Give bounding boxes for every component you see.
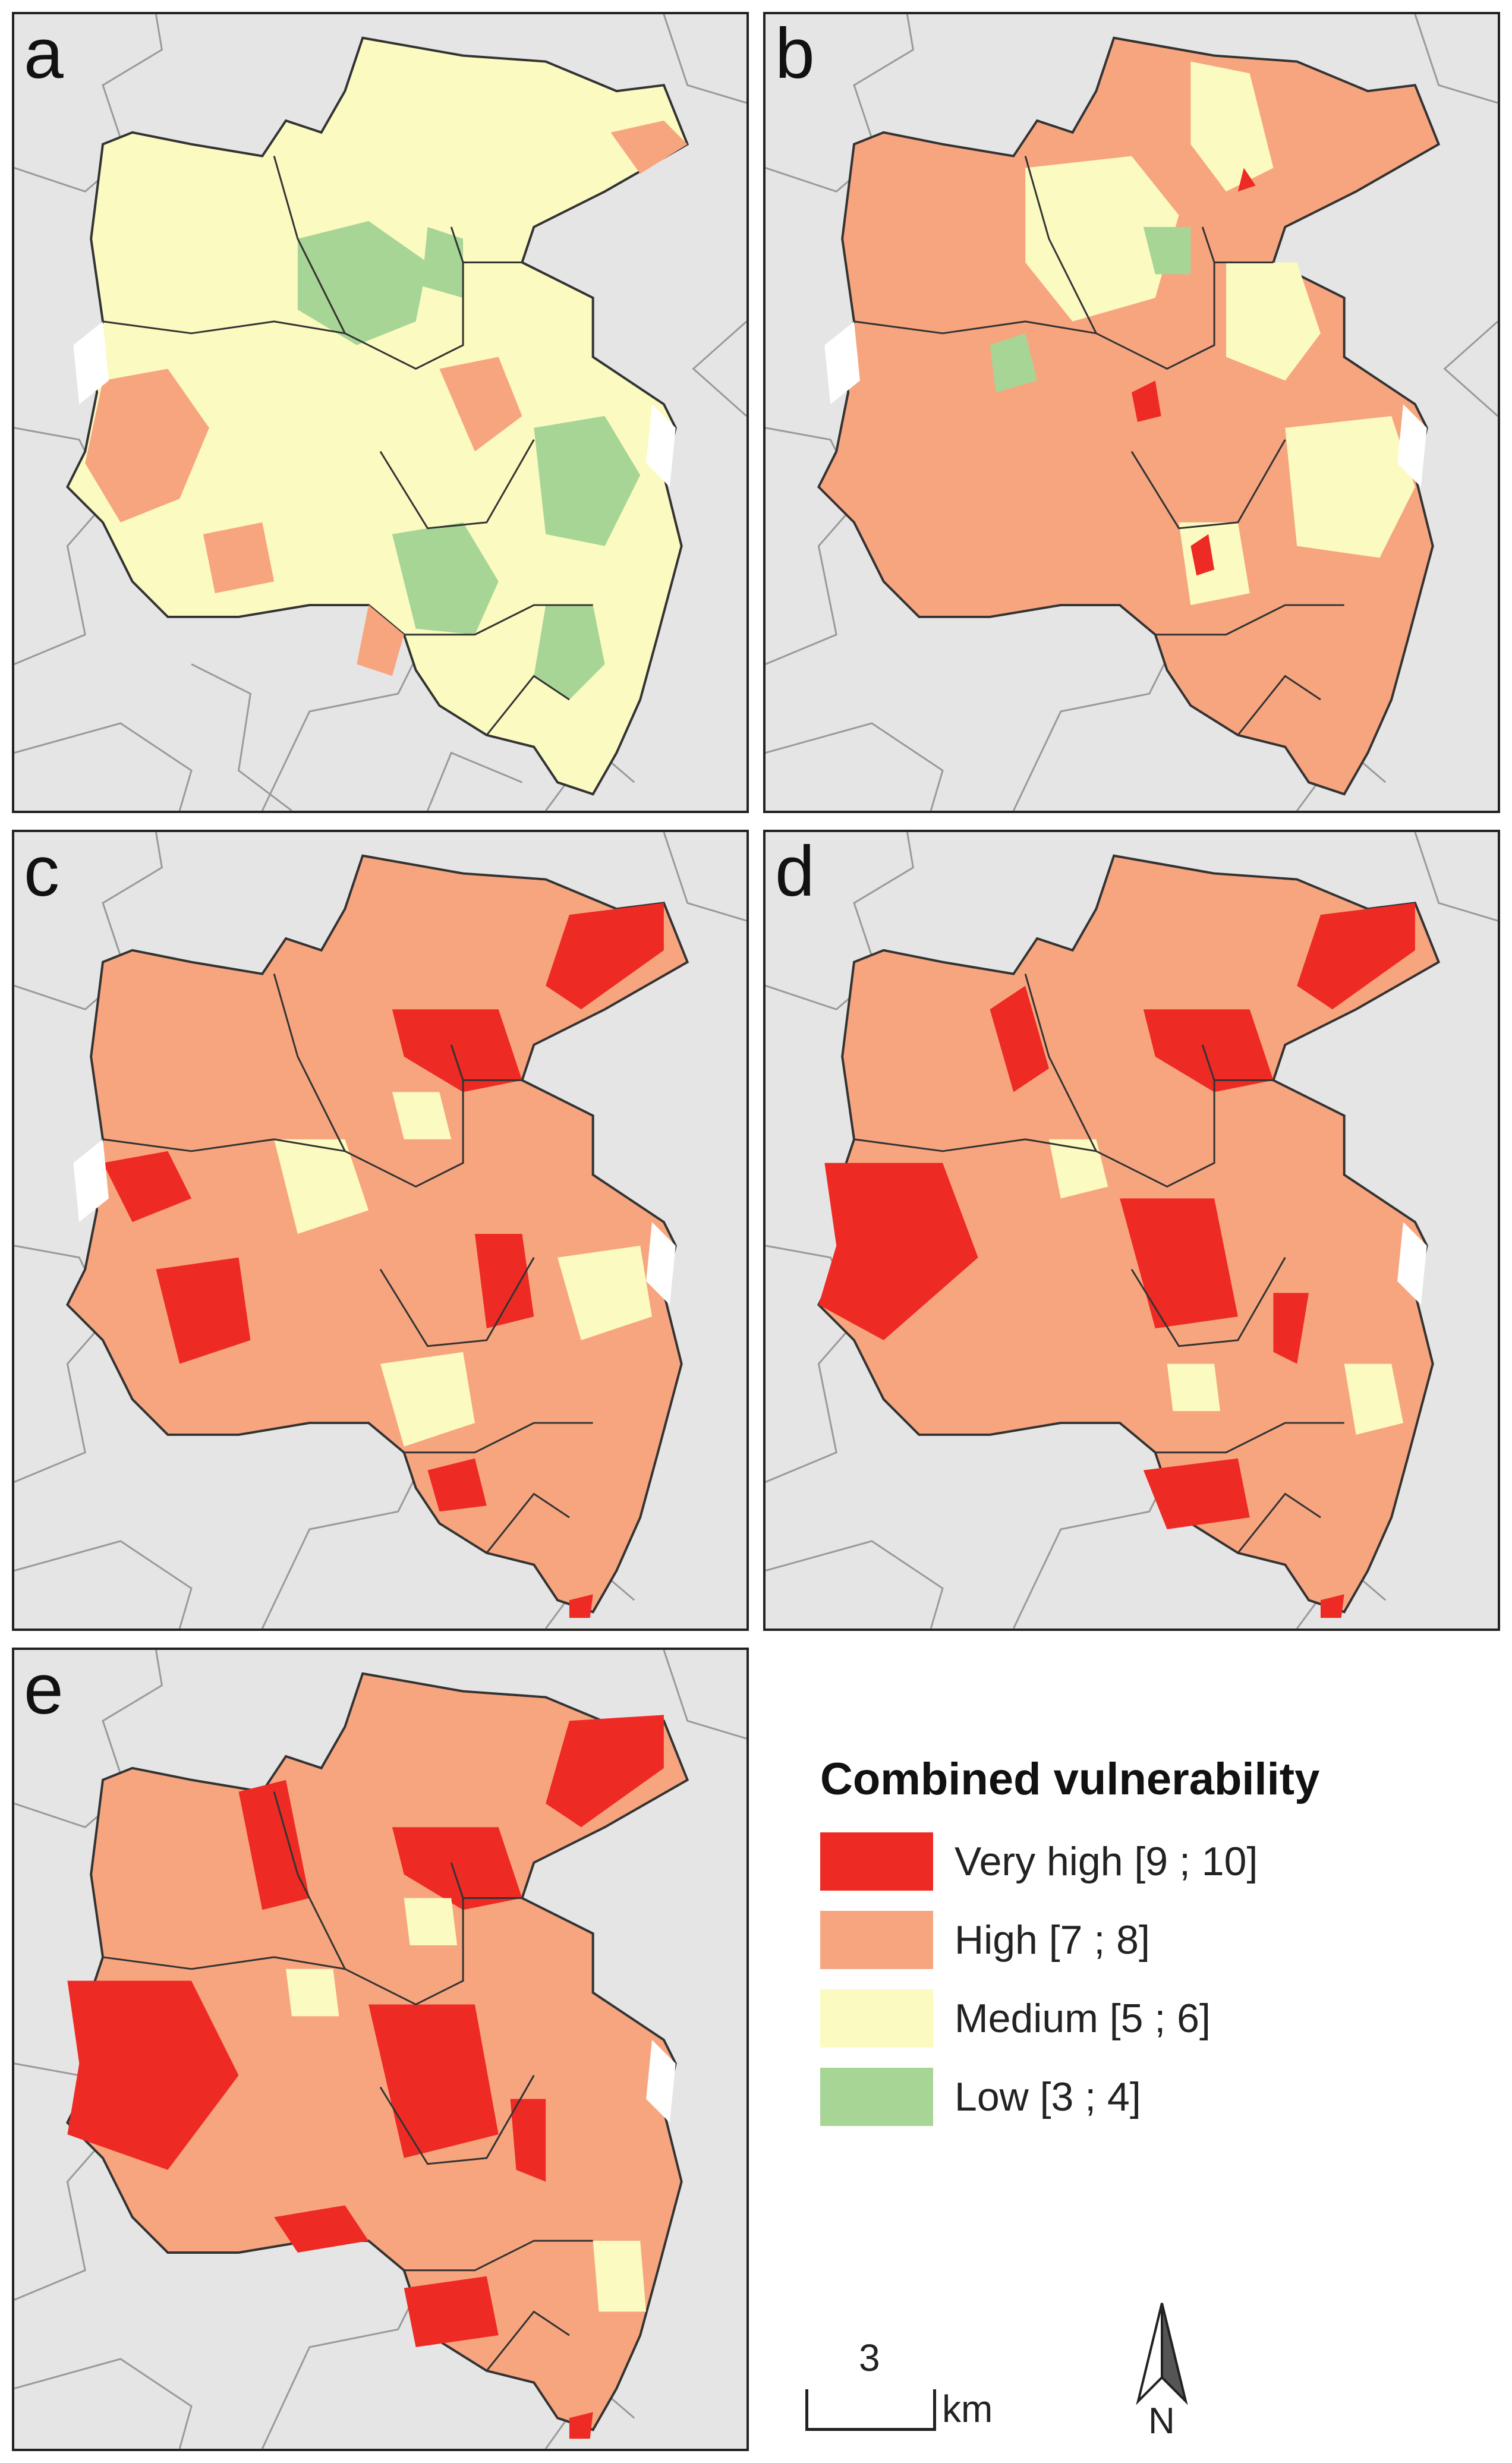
- map-panel-d: d: [763, 830, 1500, 1631]
- panel-label-c: c: [24, 832, 59, 911]
- map-d: [766, 832, 1498, 1629]
- map-a: [14, 14, 746, 811]
- scale-line: [805, 2389, 936, 2431]
- panel-label-d: d: [775, 832, 815, 911]
- region-b: [817, 36, 1441, 796]
- legend: Combined vulnerability Very high [9 ; 10…: [820, 1753, 1474, 2143]
- legend-item-very-high: Very high [9 ; 10]: [820, 1829, 1474, 1894]
- north-arrow: N: [1117, 2300, 1207, 2449]
- scale-unit: km: [942, 2388, 993, 2430]
- panel-label-b: b: [775, 14, 815, 93]
- legend-title: Combined vulnerability: [820, 1754, 1320, 1804]
- panel-label-e: e: [24, 1649, 64, 1729]
- map-panel-a: a: [12, 12, 749, 813]
- legend-item-high: High [7 ; 8]: [820, 1907, 1474, 1973]
- north-label: N: [1148, 2401, 1175, 2442]
- map-c: [14, 832, 746, 1629]
- legend-item-low: Low [3 ; 4]: [820, 2064, 1474, 2130]
- map-e: [14, 1650, 746, 2449]
- legend-label: Medium [5 ; 6]: [955, 1996, 1211, 2041]
- legend-swatch: [820, 1911, 933, 1969]
- legend-label: Low [3 ; 4]: [955, 2074, 1141, 2119]
- panel-label-a: a: [24, 14, 64, 93]
- scale-bar: 3 km: [805, 2336, 993, 2455]
- legend-swatch: [820, 1832, 933, 1891]
- scale-value: 3: [859, 2336, 880, 2379]
- legend-label: High [7 ; 8]: [955, 1917, 1150, 1963]
- map-panel-b: b: [763, 12, 1500, 813]
- legend-swatch: [820, 2068, 933, 2126]
- north-arrow-icon: [1136, 2303, 1188, 2405]
- legend-item-medium: Medium [5 ; 6]: [820, 1986, 1474, 2051]
- map-panel-e: e: [12, 1648, 749, 2451]
- legend-swatch: [820, 1989, 933, 2048]
- legend-label: Very high [9 ; 10]: [955, 1839, 1258, 1884]
- map-panel-c: c: [12, 830, 749, 1631]
- map-b: [766, 14, 1498, 811]
